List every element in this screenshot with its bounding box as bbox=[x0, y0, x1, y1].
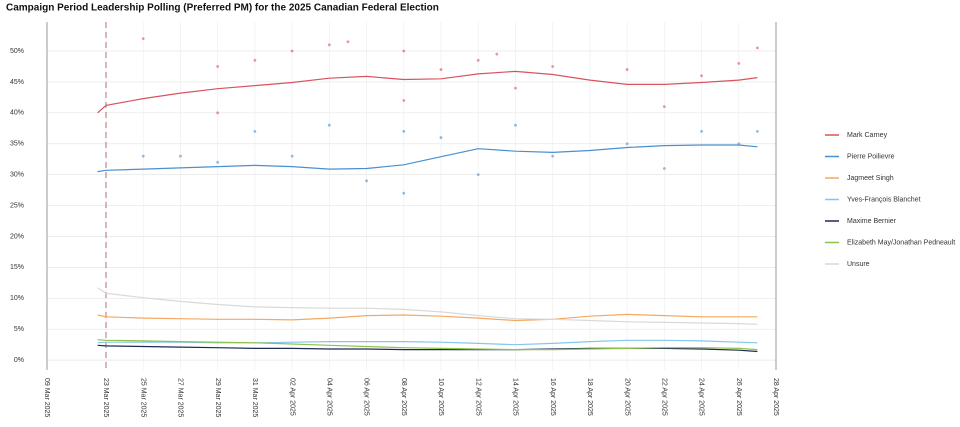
y-tick-label: 50% bbox=[10, 48, 24, 55]
x-tick-label: 06 Apr 2025 bbox=[363, 378, 370, 416]
y-tick-label: 30% bbox=[10, 171, 24, 178]
x-tick-label: 26 Apr 2025 bbox=[735, 378, 742, 416]
legend-label: Jagmeet Singh bbox=[847, 175, 894, 182]
poll-point bbox=[755, 46, 759, 50]
poll-point bbox=[551, 65, 555, 68]
poll-point bbox=[625, 68, 629, 71]
x-tick-label: 24 Apr 2025 bbox=[698, 378, 705, 416]
y-tick-label: 25% bbox=[10, 202, 24, 209]
x-tick-label: 28 Apr 2025 bbox=[772, 378, 779, 416]
x-tick-label: 04 Apr 2025 bbox=[325, 378, 332, 416]
poll-point bbox=[755, 129, 759, 133]
x-tick-label: 02 Apr 2025 bbox=[288, 378, 295, 416]
x-tick-label: 25 Mar 2025 bbox=[139, 378, 146, 417]
series-line bbox=[97, 287, 758, 325]
y-tick-label: 0% bbox=[14, 357, 24, 364]
legend-label: Pierre Poilievre bbox=[847, 153, 895, 160]
x-tick-label: 31 Mar 2025 bbox=[251, 378, 258, 417]
y-tick-label: 15% bbox=[10, 264, 24, 271]
poll-point bbox=[551, 154, 555, 158]
poll-point bbox=[253, 129, 257, 133]
poll-point bbox=[439, 136, 443, 139]
poll-point bbox=[179, 154, 182, 158]
poll-point bbox=[625, 142, 629, 146]
legend-label: Maxime Bernier bbox=[847, 218, 897, 225]
y-tick-label: 45% bbox=[10, 79, 24, 86]
x-tick-label: 27 Mar 2025 bbox=[177, 378, 184, 417]
series-line bbox=[97, 339, 758, 351]
poll-point bbox=[514, 86, 517, 90]
poll-point bbox=[495, 52, 499, 56]
poll-point bbox=[141, 154, 145, 158]
poll-point bbox=[327, 43, 331, 47]
x-tick-label: 16 Apr 2025 bbox=[549, 378, 556, 416]
y-tick-label: 20% bbox=[10, 233, 24, 240]
x-tick-label: 18 Apr 2025 bbox=[586, 378, 593, 416]
poll-point bbox=[662, 105, 666, 109]
poll-point bbox=[476, 58, 480, 62]
y-tick-label: 10% bbox=[10, 295, 24, 302]
poll-point bbox=[700, 74, 703, 78]
poll-point bbox=[514, 123, 517, 127]
chart-title: Campaign Period Leadership Polling (Pref… bbox=[6, 3, 439, 14]
series-line bbox=[97, 313, 758, 322]
poll-point bbox=[327, 123, 331, 127]
poll-point bbox=[346, 40, 350, 44]
x-tick-label: 22 Apr 2025 bbox=[660, 378, 667, 416]
poll-point bbox=[402, 129, 406, 133]
legend-label: Unsure bbox=[847, 261, 870, 268]
poll-point bbox=[216, 160, 220, 164]
poll-point bbox=[402, 99, 406, 102]
legend-label: Elizabeth May/Jonathan Pedneault bbox=[847, 239, 955, 246]
x-tick-label: 20 Apr 2025 bbox=[623, 378, 630, 416]
series-line bbox=[97, 144, 758, 173]
x-tick-label: 12 Apr 2025 bbox=[474, 378, 481, 416]
poll-point bbox=[402, 191, 406, 195]
poll-point bbox=[141, 37, 145, 41]
poll-point bbox=[216, 65, 220, 68]
poll-point bbox=[290, 49, 294, 53]
poll-point bbox=[737, 61, 741, 65]
poll-point bbox=[216, 111, 220, 115]
poll-point bbox=[253, 58, 257, 62]
y-tick-label: 35% bbox=[10, 141, 24, 148]
poll-point bbox=[439, 68, 443, 71]
poll-point bbox=[700, 129, 703, 133]
legend-label: Yves-François Blanchet bbox=[847, 196, 921, 203]
x-tick-label: 10 Apr 2025 bbox=[437, 378, 444, 416]
poll-point bbox=[290, 154, 294, 158]
poll-point bbox=[365, 179, 368, 183]
x-tick-label: 09 Mar 2025 bbox=[43, 378, 50, 417]
legend-label: Mark Carney bbox=[847, 132, 888, 139]
poll-point bbox=[402, 49, 406, 53]
x-tick-label: 14 Apr 2025 bbox=[512, 378, 519, 416]
poll-point bbox=[662, 167, 666, 170]
series-line bbox=[97, 70, 758, 114]
x-tick-label: 23 Mar 2025 bbox=[102, 378, 109, 417]
x-tick-label: 08 Apr 2025 bbox=[400, 378, 407, 416]
y-tick-label: 5% bbox=[14, 326, 24, 333]
y-tick-label: 40% bbox=[10, 110, 24, 117]
x-tick-label: 29 Mar 2025 bbox=[214, 378, 221, 417]
series-line bbox=[97, 339, 758, 346]
poll-point bbox=[476, 173, 480, 177]
